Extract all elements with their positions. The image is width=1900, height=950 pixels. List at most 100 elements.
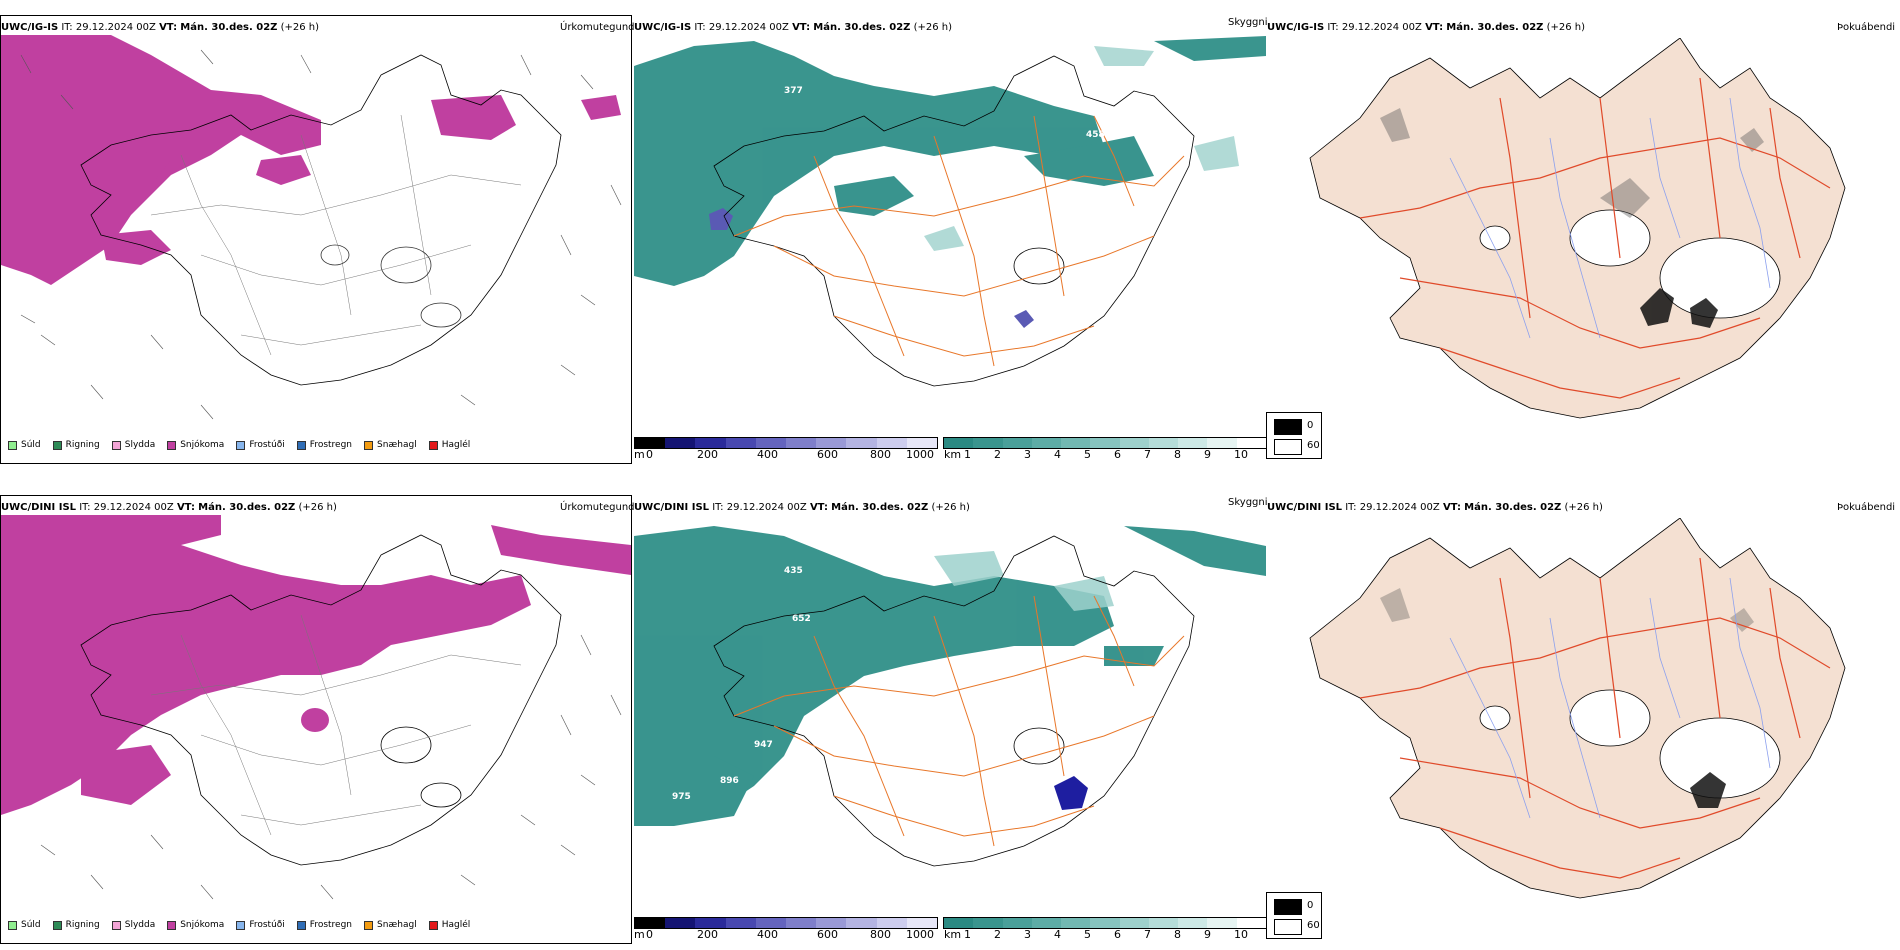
height-bar-tick: 800: [870, 928, 891, 941]
vis-bar-cell: [1178, 918, 1208, 928]
height-bar-cell: [695, 918, 726, 928]
vis-bar-cell: [1002, 918, 1032, 928]
height-bar-cell: [695, 438, 726, 448]
height-bar-cell: [786, 438, 817, 448]
vis-bar-cell: [1031, 918, 1062, 928]
vis-bar-tick: 9: [1204, 448, 1211, 461]
fog-header-1: UWC/IG-IS IT: 29.12.2024 00Z VT: Mán. 30…: [1267, 22, 1586, 33]
vis-bar-cell: [1090, 438, 1120, 448]
legend-item-frostregn: Frostregn: [296, 440, 352, 450]
height-bar-cell: [876, 918, 907, 928]
vis-label-2-0: 435: [784, 566, 803, 576]
fog-swatch-0: [1274, 419, 1302, 435]
legend-swatch: [167, 920, 177, 930]
vis-map-svg-1: [634, 36, 1266, 387]
legend-swatch: [111, 440, 121, 450]
height-bar-tick: 600: [817, 928, 838, 941]
height-bar-tick: 400: [757, 448, 778, 461]
height-bar-cell: [725, 918, 756, 928]
precip-title-2: Úrkomutegund: [560, 502, 635, 513]
height-bar-tick: 1000: [906, 928, 934, 941]
height-bar-cell: [665, 918, 696, 928]
vis-bar-tick: 10: [1234, 928, 1248, 941]
legend-swatch: [428, 920, 438, 930]
vis-bar-cell: [944, 438, 974, 448]
vis-bar-tick: 4: [1054, 928, 1061, 941]
vis-bar-tick: 1: [964, 448, 971, 461]
vis-bar-tick: 7: [1144, 448, 1151, 461]
height-bar-cell: [816, 438, 847, 448]
vis-bar-tick: 2: [994, 448, 1001, 461]
legend-item-slydda: Slydda: [111, 920, 155, 930]
height-bar-cell: [635, 438, 666, 448]
legend-swatch: [364, 440, 374, 450]
fog-swatch-0: [1274, 899, 1302, 915]
vis-bar-tick: 3: [1024, 448, 1031, 461]
fog-title-1: Þokuábendi: [1837, 22, 1896, 33]
vis-bar-tick: 8: [1174, 448, 1181, 461]
height-colorbar-1: [634, 437, 938, 449]
vis-bar-unit: km: [944, 928, 962, 941]
row-1: UWC/IG-IS IT: 29.12.2024 00Z VT: Mán. 30…: [0, 0, 1900, 470]
height-bar-cell: [755, 438, 787, 448]
vis-bar-tick: 10: [1234, 448, 1248, 461]
height-bar-cell: [906, 918, 938, 928]
height-bar-tick: 600: [817, 448, 838, 461]
legend-swatch: [8, 920, 17, 930]
legend-swatch: [296, 920, 306, 930]
legend-item-sudl: Súld: [8, 440, 41, 450]
precip-map-1: [0, 15, 632, 464]
legend-item-frostregn: Frostregn: [296, 920, 352, 930]
vis-bar-cell: [1148, 438, 1179, 448]
legend-swatch: [428, 440, 438, 450]
legend-item-snjokoma: Snjókoma: [167, 920, 224, 930]
vis-title-2: Skyggni: [1228, 497, 1268, 508]
row-2: UWC/DINI ISL IT: 29.12.2024 00Z VT: Mán.…: [0, 480, 1900, 950]
vis-label-1-2: 163: [1141, 144, 1160, 154]
precip-map-2: [0, 495, 632, 944]
legend-swatch: [236, 920, 246, 930]
vis-bar-cell: [1061, 438, 1091, 448]
precip-map-svg-2: [1, 515, 631, 900]
vis-bar-cell: [1236, 918, 1266, 928]
vis-bar-unit: km: [944, 448, 962, 461]
height-bar-cell: [635, 918, 666, 928]
vis-bar-cell: [1207, 918, 1237, 928]
height-bar-tick: 0: [646, 928, 653, 941]
legend-swatch: [8, 440, 17, 450]
legend-item-snaehagl: Snæhagl: [364, 920, 417, 930]
vis-bar-cell: [1090, 918, 1120, 928]
legend-swatch: [52, 920, 62, 930]
vis-bar-tick: 8: [1174, 928, 1181, 941]
height-bar-tick: 200: [697, 448, 718, 461]
height-bar-cell: [846, 918, 877, 928]
vis-title-1: Skyggni: [1228, 17, 1268, 28]
vis-bar-tick: 4: [1054, 448, 1061, 461]
vis-bar-tick: 7: [1144, 928, 1151, 941]
height-bar-cell: [665, 438, 696, 448]
legend-item-frostudi: Frostúði: [236, 440, 285, 450]
height-bar-cell: [876, 438, 907, 448]
fog-label-0: 0: [1307, 900, 1314, 911]
vis-bar-cell: [1148, 918, 1179, 928]
legend-item-snaehagl: Snæhagl: [364, 440, 417, 450]
precip-header-1: UWC/IG-IS IT: 29.12.2024 00Z VT: Mán. 30…: [1, 22, 320, 33]
vis-bar-tick: 9: [1204, 928, 1211, 941]
precip-header-2: UWC/DINI ISL IT: 29.12.2024 00Z VT: Mán.…: [1, 502, 337, 513]
vis-label-2-1: 652: [792, 614, 811, 624]
legend-item-haglel: Haglél: [428, 920, 470, 930]
legend-swatch: [52, 440, 62, 450]
height-bar-cell: [786, 918, 817, 928]
fog-swatch-60: [1274, 439, 1302, 455]
vis-bar-cell: [1002, 438, 1032, 448]
legend-item-rigning: Rigning: [52, 440, 100, 450]
vis-label-1-1: 458: [1086, 130, 1105, 140]
vis-bar-tick: 5: [1084, 448, 1091, 461]
legend-swatch: [236, 440, 246, 450]
legend-swatch: [111, 920, 121, 930]
vis-bar-tick: 1: [964, 928, 971, 941]
vis-bar-tick: 6: [1114, 448, 1121, 461]
precip-legend-1: Súld Rigning Slydda Snjókoma Frostúði Fr…: [8, 440, 482, 450]
vis-bar-cell: [973, 918, 1003, 928]
legend-swatch: [296, 440, 306, 450]
